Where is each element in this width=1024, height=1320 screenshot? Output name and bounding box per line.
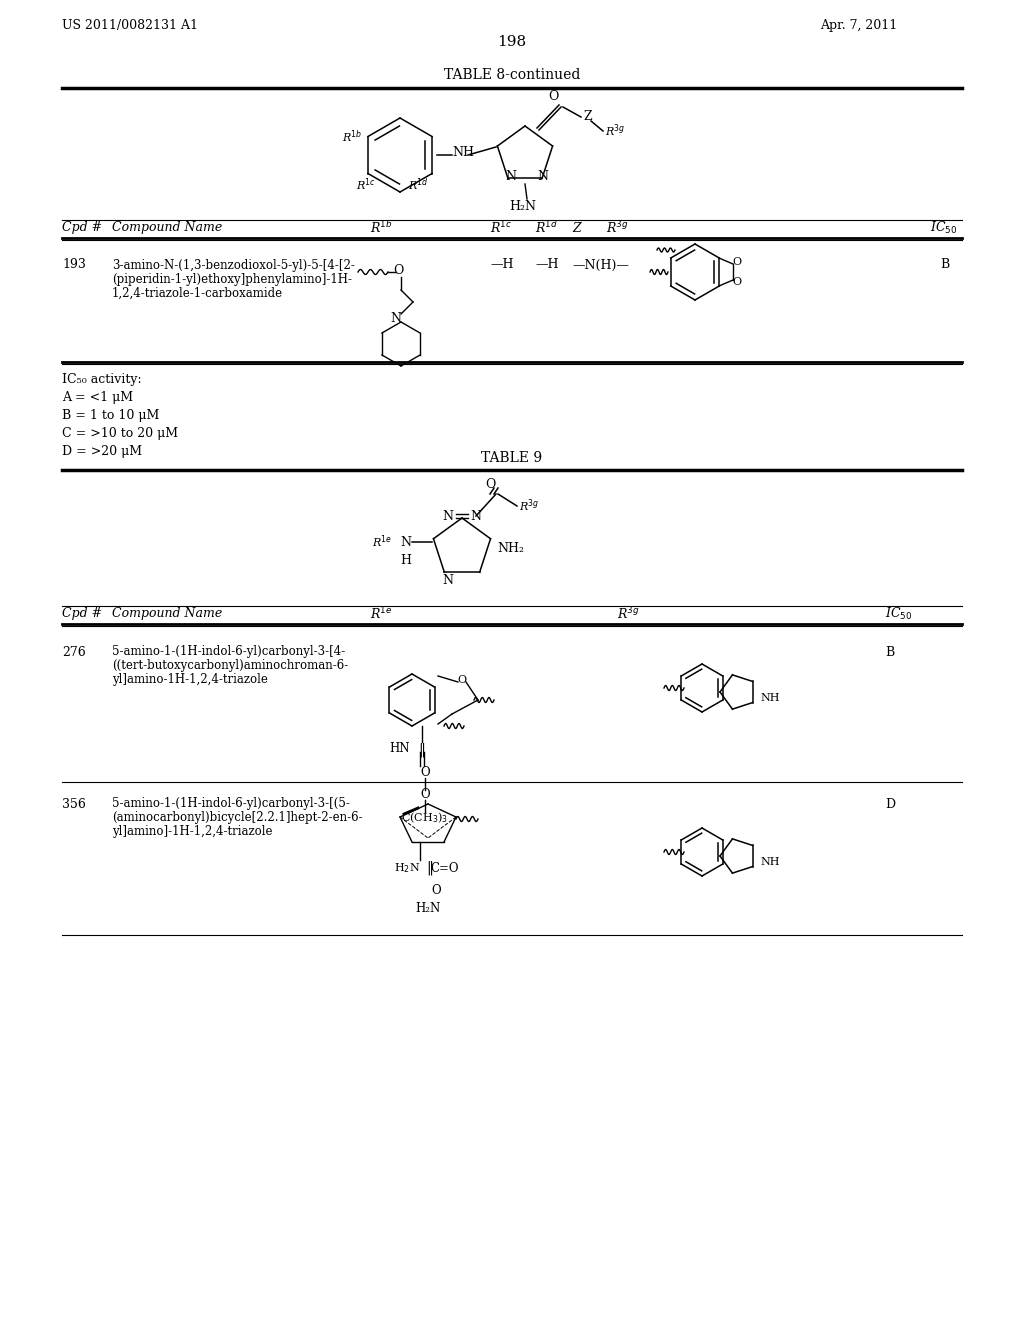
Text: R$^{1e}$: R$^{1e}$ [370, 606, 392, 622]
Text: $\|$: $\|$ [419, 741, 426, 759]
Text: O: O [548, 91, 558, 103]
Text: NH: NH [760, 857, 779, 867]
Text: 356: 356 [62, 797, 86, 810]
Text: O: O [732, 257, 741, 267]
Text: TABLE 9: TABLE 9 [481, 451, 543, 465]
Text: C(CH$_3$)$_3$: C(CH$_3$)$_3$ [401, 810, 449, 825]
Text: O: O [732, 277, 741, 286]
Text: (aminocarbonyl)bicycle[2.2.1]hept-2-en-6-: (aminocarbonyl)bicycle[2.2.1]hept-2-en-6… [112, 812, 362, 825]
Text: ((tert-butoxycarbonyl)aminochroman-6-: ((tert-butoxycarbonyl)aminochroman-6- [112, 660, 348, 672]
Text: A = <1 μM: A = <1 μM [62, 392, 133, 404]
Text: Apr. 7, 2011: Apr. 7, 2011 [820, 18, 897, 32]
Text: 193: 193 [62, 259, 86, 272]
Text: D = >20 μM: D = >20 μM [62, 446, 142, 458]
Text: R$^{3g}$: R$^{3g}$ [617, 606, 640, 622]
Text: N: N [442, 510, 454, 523]
Text: N: N [442, 573, 454, 586]
Text: R$^{1b}$: R$^{1b}$ [370, 220, 392, 236]
Text: Compound Name: Compound Name [112, 222, 222, 235]
Text: R$^{1c}$: R$^{1c}$ [356, 177, 376, 193]
Text: R$^{1c}$: R$^{1c}$ [490, 219, 512, 236]
Text: $\|$: $\|$ [426, 859, 433, 876]
Text: 276: 276 [62, 645, 86, 659]
Text: NH: NH [452, 147, 474, 160]
Text: D: D [885, 797, 895, 810]
Text: IC$_{50}$: IC$_{50}$ [930, 220, 957, 236]
Text: (piperidin-1-yl)ethoxy]phenylamino]-1H-: (piperidin-1-yl)ethoxy]phenylamino]-1H- [112, 272, 352, 285]
Text: N: N [538, 170, 549, 183]
Text: O: O [393, 264, 403, 276]
Text: R$^{3g}$: R$^{3g}$ [606, 219, 629, 236]
Text: HN: HN [389, 742, 410, 755]
Text: 3-amino-N-(1,3-benzodioxol-5-yl)-5-[4-[2-: 3-amino-N-(1,3-benzodioxol-5-yl)-5-[4-[2… [112, 259, 355, 272]
Text: yl]amino]-1H-1,2,4-triazole: yl]amino]-1H-1,2,4-triazole [112, 825, 272, 838]
Text: IC₅₀ activity:: IC₅₀ activity: [62, 374, 141, 387]
Text: R$^{3g}$: R$^{3g}$ [605, 123, 626, 140]
Text: H$_2$N: H$_2$N [393, 861, 420, 875]
Text: Cpd #: Cpd # [62, 222, 102, 235]
Text: C=O: C=O [430, 862, 459, 874]
Text: US 2011/0082131 A1: US 2011/0082131 A1 [62, 18, 198, 32]
Text: IC$_{50}$: IC$_{50}$ [885, 606, 912, 622]
Text: R$^{1e}$: R$^{1e}$ [372, 533, 392, 550]
Text: 5-amino-1-(1H-indol-6-yl)carbonyl-3-[(5-: 5-amino-1-(1H-indol-6-yl)carbonyl-3-[(5- [112, 797, 350, 810]
Text: Compound Name: Compound Name [112, 607, 222, 620]
Text: yl]amino-1H-1,2,4-triazole: yl]amino-1H-1,2,4-triazole [112, 673, 268, 686]
Text: Z: Z [583, 111, 592, 124]
Text: C = >10 to 20 μM: C = >10 to 20 μM [62, 428, 178, 441]
Text: NH: NH [760, 693, 779, 704]
Text: N: N [390, 313, 401, 326]
Text: O: O [420, 788, 430, 800]
Text: R$^{1d}$: R$^{1d}$ [535, 220, 558, 236]
Text: —N(H)—: —N(H)— [572, 259, 629, 272]
Text: 198: 198 [498, 36, 526, 49]
Text: —H: —H [490, 259, 513, 272]
Text: NH₂: NH₂ [497, 541, 524, 554]
Text: H₂N: H₂N [416, 902, 440, 915]
Text: —H: —H [535, 259, 558, 272]
Text: Cpd #: Cpd # [62, 607, 102, 620]
Text: H: H [400, 553, 412, 566]
Text: R$^{1d}$: R$^{1d}$ [408, 177, 429, 193]
Text: H₂N: H₂N [510, 201, 537, 214]
Text: B: B [885, 645, 894, 659]
Text: O: O [458, 675, 467, 685]
Text: B: B [940, 259, 949, 272]
Text: R$^{1b}$: R$^{1b}$ [342, 129, 362, 145]
Text: N: N [400, 536, 412, 549]
Text: O: O [431, 883, 440, 896]
Text: 1,2,4-triazole-1-carboxamide: 1,2,4-triazole-1-carboxamide [112, 286, 283, 300]
Text: R$^{3g}$: R$^{3g}$ [519, 498, 540, 515]
Text: N: N [470, 510, 481, 523]
Text: 5-amino-1-(1H-indol-6-yl)carbonyl-3-[4-: 5-amino-1-(1H-indol-6-yl)carbonyl-3-[4- [112, 645, 345, 659]
Text: N: N [506, 170, 516, 183]
Text: O: O [484, 478, 496, 491]
Text: O: O [420, 766, 430, 779]
Text: Z: Z [572, 222, 581, 235]
Text: TABLE 8-continued: TABLE 8-continued [443, 69, 581, 82]
Text: B = 1 to 10 μM: B = 1 to 10 μM [62, 409, 160, 422]
